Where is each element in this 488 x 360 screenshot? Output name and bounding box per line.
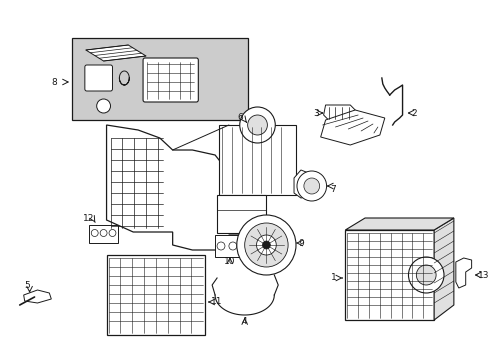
Circle shape — [100, 230, 107, 237]
Text: 7: 7 — [330, 185, 336, 194]
Text: 2: 2 — [411, 108, 416, 117]
FancyBboxPatch shape — [85, 65, 112, 91]
Polygon shape — [433, 218, 453, 320]
Circle shape — [217, 242, 224, 250]
Text: 8: 8 — [51, 77, 57, 86]
Polygon shape — [320, 110, 384, 145]
Bar — [219, 125, 295, 195]
Circle shape — [407, 257, 443, 293]
Polygon shape — [106, 125, 264, 250]
Circle shape — [415, 265, 435, 285]
Polygon shape — [323, 105, 354, 120]
Circle shape — [262, 241, 270, 249]
Text: 1: 1 — [330, 274, 336, 283]
Circle shape — [247, 115, 267, 135]
Bar — [345, 230, 433, 320]
Bar — [217, 195, 266, 233]
Text: 10: 10 — [224, 257, 235, 266]
Circle shape — [109, 230, 116, 237]
Circle shape — [239, 107, 275, 143]
Circle shape — [256, 235, 276, 255]
Polygon shape — [455, 258, 470, 288]
Circle shape — [244, 223, 287, 267]
Text: 5: 5 — [25, 280, 30, 289]
Polygon shape — [23, 290, 51, 303]
Circle shape — [303, 178, 319, 194]
Polygon shape — [86, 45, 146, 61]
Text: 3: 3 — [312, 108, 318, 117]
Text: 4: 4 — [242, 318, 247, 327]
Polygon shape — [345, 218, 453, 230]
Bar — [72, 38, 247, 120]
FancyBboxPatch shape — [143, 58, 198, 102]
Circle shape — [296, 171, 326, 201]
Text: 11: 11 — [211, 297, 223, 306]
Text: 13: 13 — [477, 270, 488, 279]
Bar — [89, 225, 118, 243]
Text: 12: 12 — [83, 213, 94, 222]
Text: 6: 6 — [236, 113, 242, 122]
Circle shape — [91, 230, 98, 237]
Bar — [215, 235, 244, 257]
Bar — [106, 255, 205, 335]
Circle shape — [236, 215, 295, 275]
Text: 9: 9 — [298, 239, 303, 248]
Circle shape — [228, 242, 236, 250]
Polygon shape — [293, 170, 313, 198]
Circle shape — [97, 99, 110, 113]
